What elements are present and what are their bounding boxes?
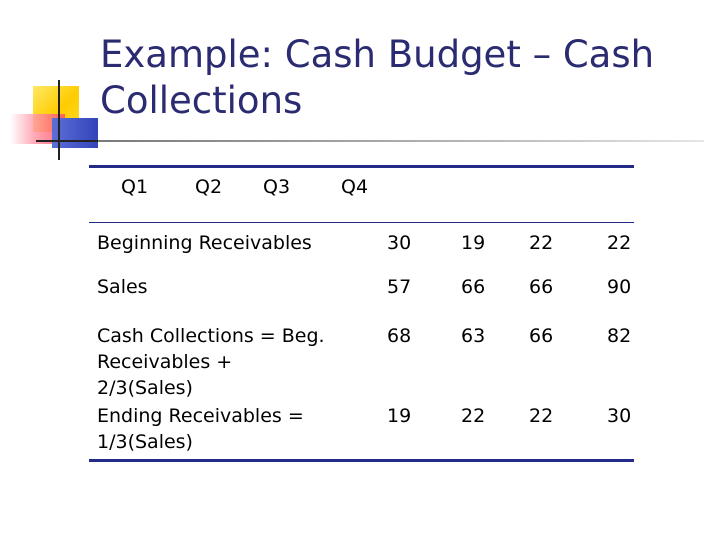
cash-collections-table: Q1 Q2 Q3 Q4 Beginning Receivables 30 19 … [89, 165, 634, 462]
column-header-q2: Q2 [195, 176, 223, 198]
column-header-q3: Q3 [263, 176, 291, 198]
table-row: Beginning Receivables 30 19 22 22 [89, 223, 634, 268]
title-underline [98, 140, 704, 142]
row-label-beginning-receivables: Beginning Receivables [97, 232, 312, 254]
column-header-q4: Q4 [341, 176, 369, 198]
row-label-cash-collections: Cash Collections = Beg. Receivables + 2/… [89, 316, 355, 403]
row-label-line: Ending Receivables = [97, 405, 304, 427]
cell-value: 68 [387, 325, 412, 347]
slide-title: Example: Cash Budget – Cash Collections [100, 32, 710, 124]
table-top-rule [89, 165, 634, 168]
header-divider-rule [89, 222, 634, 223]
cell-value: 63 [461, 325, 486, 347]
slide-title-line-1: Example: Cash Budget – Cash [100, 33, 655, 76]
row-label-ending-receivables: Ending Receivables = 1/3(Sales) [89, 403, 355, 459]
cell-value: 19 [387, 405, 412, 427]
cell-value: 22 [529, 405, 554, 427]
table-row: Sales 57 66 66 90 [89, 268, 634, 316]
column-header-q1: Q1 [121, 176, 149, 198]
row-label-line: Cash Collections = Beg. [97, 325, 325, 347]
row-label-line: 2/3(Sales) [97, 377, 193, 399]
table-row: Ending Receivables = 1/3(Sales) 19 22 22… [89, 403, 634, 459]
cell-value: 30 [607, 405, 632, 427]
cell-value: 22 [461, 405, 486, 427]
cell-value: 66 [461, 276, 486, 298]
slide-title-line-2: Collections [100, 79, 303, 122]
cell-value: 66 [529, 276, 554, 298]
row-label-sales: Sales [97, 276, 148, 298]
cell-value: 30 [387, 232, 412, 254]
cell-value: 82 [607, 325, 632, 347]
cell-value: 57 [387, 276, 412, 298]
table-bottom-rule [89, 459, 634, 462]
row-label-line: Receivables + [97, 351, 233, 373]
cell-value: 22 [607, 232, 632, 254]
cell-value: 90 [607, 276, 632, 298]
table-row: Cash Collections = Beg. Receivables + 2/… [89, 316, 634, 403]
cell-value: 66 [529, 325, 554, 347]
cell-value: 19 [461, 232, 486, 254]
decorative-horizontal-line [36, 140, 100, 142]
row-label-line: 1/3(Sales) [97, 431, 193, 453]
table-header-row: Q1 Q2 Q3 Q4 [89, 168, 634, 222]
cell-value: 22 [529, 232, 554, 254]
decorative-vertical-line [58, 80, 60, 160]
